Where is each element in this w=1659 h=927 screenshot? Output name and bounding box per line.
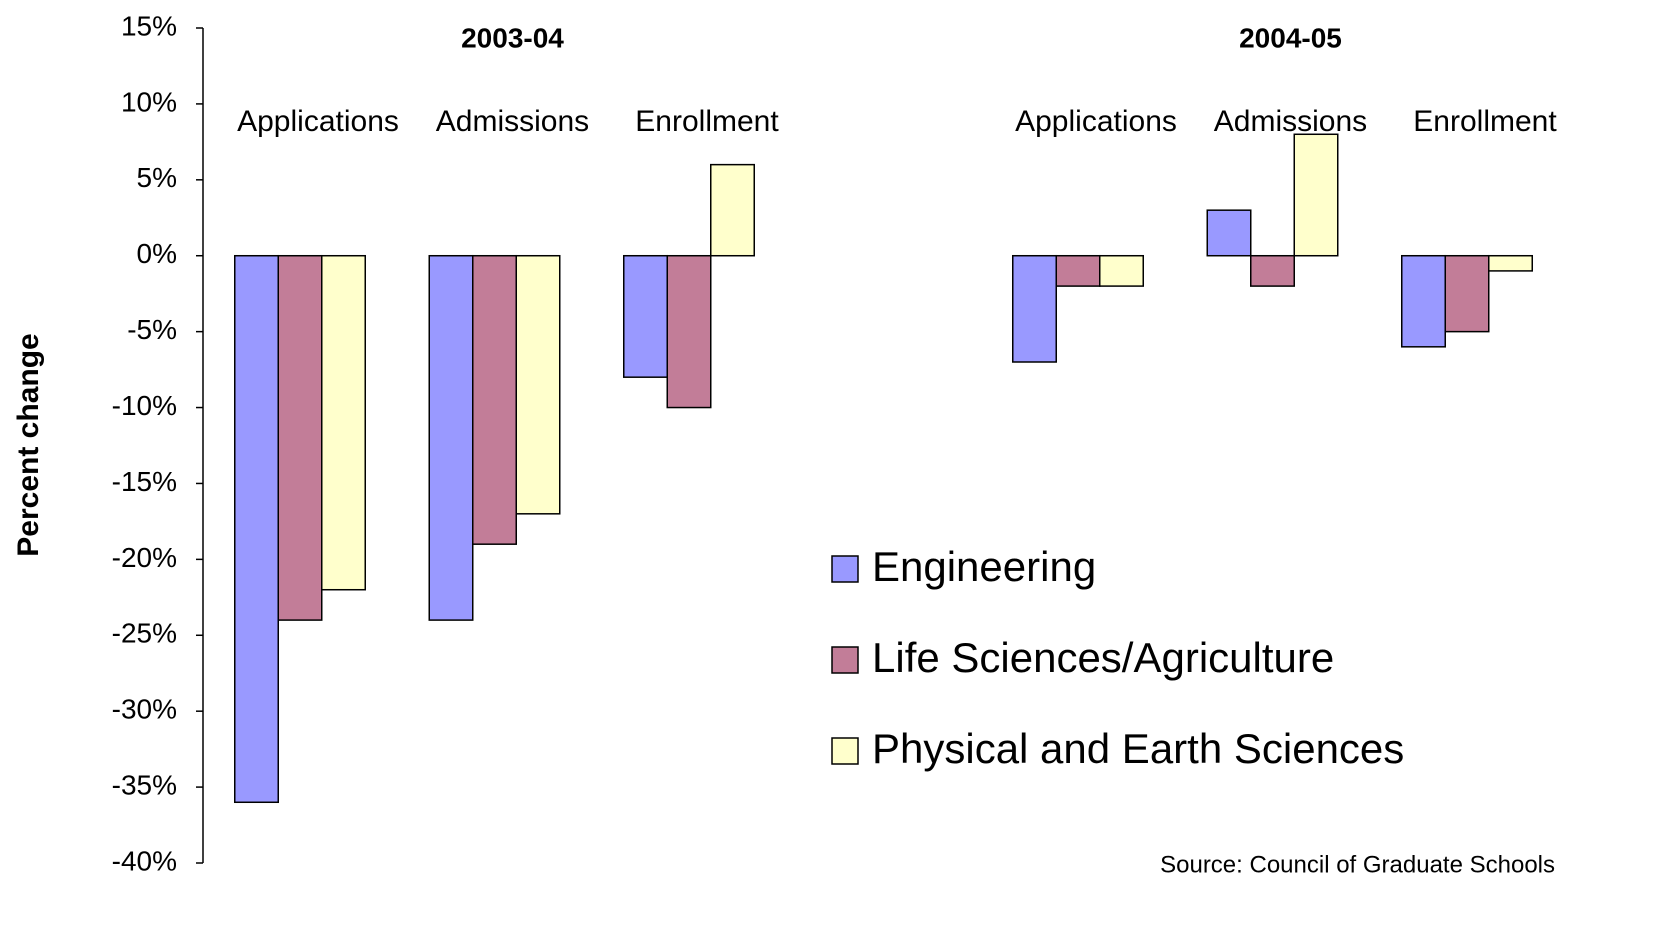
x-category-label: Applications bbox=[1015, 105, 1177, 138]
bar bbox=[428, 254, 474, 621]
bar bbox=[277, 254, 323, 621]
bar bbox=[1293, 133, 1339, 257]
legend-swatch bbox=[831, 646, 859, 674]
bar bbox=[1488, 254, 1533, 272]
bar bbox=[1206, 209, 1252, 257]
y-tick-label: 10% bbox=[121, 86, 177, 117]
bar bbox=[623, 254, 668, 378]
group-label: 2004-05 bbox=[1239, 22, 1342, 53]
y-tick-label: -15% bbox=[112, 466, 177, 497]
bar bbox=[515, 254, 561, 515]
y-tick-label: -35% bbox=[112, 769, 177, 800]
y-tick-label: -20% bbox=[112, 542, 177, 573]
bar bbox=[666, 254, 712, 409]
bar bbox=[1012, 254, 1057, 363]
y-tick-label: 15% bbox=[121, 10, 177, 41]
legend-label: Life Sciences/Agriculture bbox=[872, 634, 1334, 681]
y-tick-label: -5% bbox=[127, 314, 177, 345]
bar bbox=[321, 254, 366, 591]
bar bbox=[472, 254, 517, 545]
x-category-label: Applications bbox=[237, 105, 399, 138]
legend-label: Physical and Earth Sciences bbox=[872, 725, 1404, 772]
y-tick-label: 5% bbox=[137, 162, 177, 193]
x-category-label: Enrollment bbox=[635, 105, 779, 138]
bar bbox=[234, 254, 279, 804]
source-note: Source: Council of Graduate Schools bbox=[1160, 851, 1555, 878]
y-tick-label: -25% bbox=[112, 618, 177, 649]
y-tick-label: -30% bbox=[112, 694, 177, 725]
bar bbox=[1401, 254, 1446, 348]
group-label: 2003-04 bbox=[461, 22, 564, 53]
legend-swatch bbox=[831, 737, 859, 765]
bar bbox=[1099, 254, 1144, 287]
bar bbox=[1444, 254, 1490, 333]
y-axis-title: Percent change bbox=[12, 333, 45, 556]
y-tick-label: -10% bbox=[112, 390, 177, 421]
y-tick-label: -40% bbox=[112, 845, 177, 876]
y-tick-label: 0% bbox=[137, 238, 177, 269]
x-category-label: Admissions bbox=[1214, 105, 1367, 138]
bar bbox=[1250, 254, 1295, 287]
x-category-label: Enrollment bbox=[1413, 105, 1557, 138]
bar bbox=[710, 163, 755, 257]
x-category-label: Admissions bbox=[436, 105, 589, 138]
legend-label: Engineering bbox=[872, 543, 1096, 590]
legend-swatch bbox=[831, 555, 859, 583]
bar bbox=[1055, 254, 1101, 287]
